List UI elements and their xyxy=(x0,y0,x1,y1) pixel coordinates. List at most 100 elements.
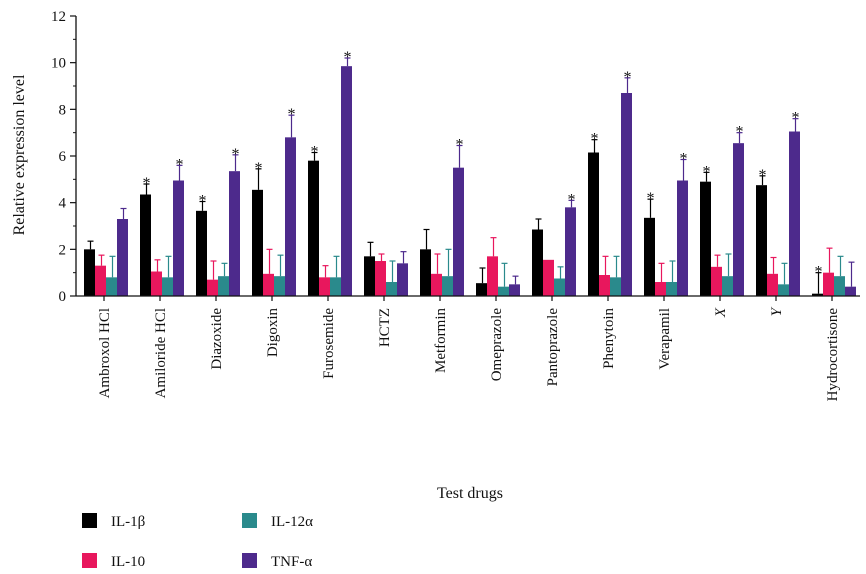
bar xyxy=(666,282,677,296)
significance-star: * xyxy=(143,175,151,192)
bar xyxy=(733,143,744,296)
significance-star: * xyxy=(199,193,207,210)
y-tick-label: 4 xyxy=(59,196,67,212)
bar xyxy=(621,93,632,296)
x-tick-label: Hydrocortisone xyxy=(825,308,841,402)
bar xyxy=(173,180,184,296)
significance-star: * xyxy=(255,160,263,177)
legend-label: IL-12α xyxy=(271,514,313,530)
bar xyxy=(442,276,453,296)
x-tick-label: HCTZ xyxy=(377,308,393,347)
bar xyxy=(162,277,173,296)
significance-star: * xyxy=(624,69,632,86)
x-tick-label: Pantoprazole xyxy=(545,308,561,387)
bar xyxy=(106,277,117,296)
bar xyxy=(420,249,431,296)
y-tick-label: 12 xyxy=(51,9,66,25)
bar xyxy=(711,266,722,296)
bar xyxy=(364,256,375,296)
bar xyxy=(140,194,151,296)
x-tick-label: Ambroxol HCl xyxy=(97,308,113,398)
bar xyxy=(756,185,767,296)
y-tick-label: 6 xyxy=(59,149,67,165)
bar xyxy=(341,66,352,297)
bar xyxy=(778,284,789,296)
x-tick-label: Omeprazole xyxy=(489,308,505,382)
bar xyxy=(722,276,733,296)
bar xyxy=(431,273,442,296)
legend-swatch xyxy=(242,553,257,568)
y-tick-label: 2 xyxy=(59,242,67,258)
bar xyxy=(509,284,520,296)
significance-star: * xyxy=(176,156,184,173)
y-tick-label: 0 xyxy=(59,289,67,305)
bar xyxy=(767,273,778,296)
bar xyxy=(252,189,263,296)
bar xyxy=(677,180,688,296)
bar xyxy=(308,160,319,296)
bar xyxy=(644,217,655,296)
bar xyxy=(375,261,386,296)
y-axis-title: Relative expression level xyxy=(11,74,28,235)
bar xyxy=(599,275,610,296)
legend-swatch xyxy=(242,513,257,528)
bar xyxy=(285,137,296,296)
bar xyxy=(207,279,218,296)
bar xyxy=(700,181,711,296)
significance-star: * xyxy=(311,144,319,161)
x-tick-label: Metformin xyxy=(433,308,449,373)
significance-star: * xyxy=(344,49,352,66)
bar xyxy=(453,167,464,296)
bar xyxy=(397,263,408,296)
significance-star: * xyxy=(680,151,688,168)
significance-star: * xyxy=(759,167,767,184)
bar xyxy=(95,265,106,296)
bar xyxy=(274,276,285,296)
bar xyxy=(386,282,397,296)
x-tick-label: Phenytoin xyxy=(601,308,617,369)
bar xyxy=(554,278,565,296)
bar xyxy=(565,207,576,296)
legend: IL-1β IL-10 IL-12α TNF-α xyxy=(82,513,313,570)
significance-star: * xyxy=(647,190,655,207)
x-tick-label: Amiloride HCl xyxy=(153,308,169,398)
x-tick-label: Digoxin xyxy=(265,308,281,358)
legend-label: IL-1β xyxy=(111,514,145,530)
bar xyxy=(498,286,509,296)
x-tick-label: X xyxy=(713,307,729,318)
significance-star: * xyxy=(591,131,599,148)
significance-star: * xyxy=(703,163,711,180)
x-tick-label: Verapamil xyxy=(657,308,673,370)
x-tick-label: Y xyxy=(769,306,785,316)
bar xyxy=(319,277,330,296)
x-axis-title: Test drugs xyxy=(437,485,503,502)
bar xyxy=(84,249,95,296)
bar xyxy=(229,171,240,296)
significance-star: * xyxy=(736,124,744,141)
bar xyxy=(789,131,800,296)
bar xyxy=(543,259,554,296)
x-tick-label: Furosemide xyxy=(321,308,337,379)
bar xyxy=(588,152,599,296)
significance-star: * xyxy=(815,264,823,281)
bar xyxy=(330,277,341,296)
bar xyxy=(532,229,543,296)
bar xyxy=(263,273,274,296)
bar xyxy=(812,293,823,296)
significance-star: * xyxy=(232,146,240,163)
axes: 0 2 4 6 8 10 12 Ambroxol HCl Amiloride HCl Diazox… xyxy=(51,9,860,401)
significance-star: * xyxy=(288,106,296,123)
bar xyxy=(845,286,856,296)
bar xyxy=(151,271,162,296)
legend-label: TNF-α xyxy=(271,554,312,570)
bar xyxy=(487,256,498,296)
significance-star: * xyxy=(792,110,800,127)
bar xyxy=(834,276,845,296)
y-tick-label: 10 xyxy=(51,56,66,72)
bar xyxy=(610,277,621,296)
significance-star: * xyxy=(568,191,576,208)
significance-star: * xyxy=(456,137,464,154)
bar xyxy=(218,276,229,296)
legend-label: IL-10 xyxy=(111,554,145,570)
